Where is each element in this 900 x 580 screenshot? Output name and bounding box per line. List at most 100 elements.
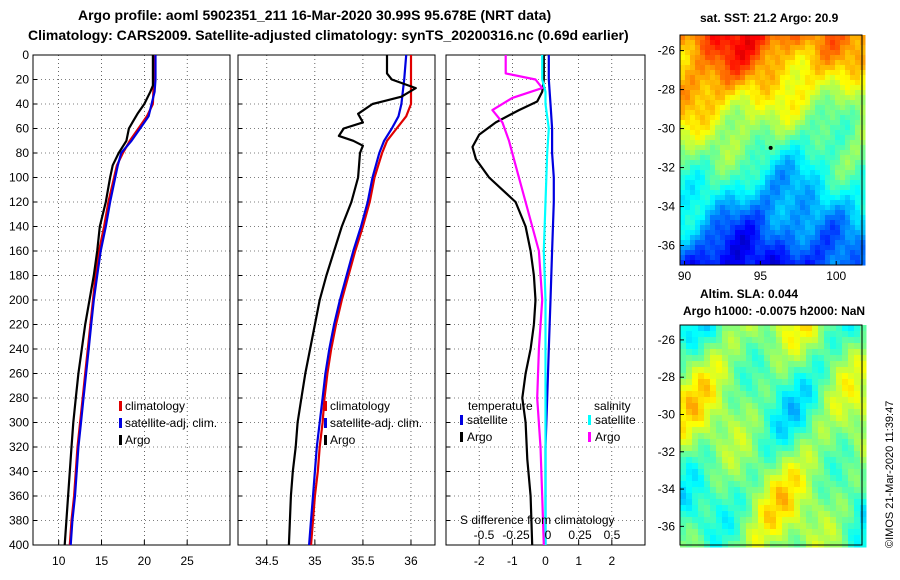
sla-map-cell <box>734 469 741 476</box>
sst-map-cell <box>710 110 716 116</box>
sst-map-cell <box>850 185 856 191</box>
sla-map-cell <box>836 391 843 398</box>
sst-map-cell <box>840 65 846 71</box>
sst-map-cell <box>685 85 691 91</box>
sst-map-cell <box>830 185 836 191</box>
sla-map-cell <box>704 499 711 506</box>
sst-map-cell <box>755 240 761 246</box>
sla-map-cell <box>782 325 789 332</box>
sst-map-cell <box>800 85 806 91</box>
sla-map-cell <box>824 463 831 470</box>
sst-map-cell <box>770 60 776 66</box>
sst-map-cell <box>855 95 861 101</box>
sla-map-cell <box>776 439 783 446</box>
sst-map-cell <box>735 85 741 91</box>
sst-map-cell <box>795 195 801 201</box>
sla-map-cell <box>734 535 741 542</box>
legend-label: climatology <box>125 399 185 413</box>
sst-map-cell <box>805 215 811 221</box>
sst-map-cell <box>720 125 726 131</box>
sst-map-cell <box>680 235 686 241</box>
sst-map-cell <box>805 40 811 46</box>
sst-map-cell <box>750 170 756 176</box>
sst-map-cell <box>820 235 826 241</box>
sst-map-cell <box>830 80 836 86</box>
sla-map-cell <box>854 421 861 428</box>
sla-map-cell <box>752 361 759 368</box>
sst-map-cell <box>715 185 721 191</box>
sla-map-cell <box>836 487 843 494</box>
sst-map-cell <box>705 50 711 56</box>
sst-map-cell <box>855 250 861 256</box>
sst-map-cell <box>850 90 856 96</box>
sla-map-cell <box>824 337 831 344</box>
sst-map-cell <box>695 55 701 61</box>
sla-map-cell <box>698 403 705 410</box>
sst-map-cell <box>790 200 796 206</box>
sst-map-cell <box>750 140 756 146</box>
sst-map-cell <box>790 255 796 261</box>
sst-map-cell <box>710 120 716 126</box>
sla-map-cell <box>770 469 777 476</box>
sst-map-cell <box>815 260 821 266</box>
sst-map-cell <box>785 125 791 131</box>
sst-map-cell <box>830 105 836 111</box>
x-tick-label: -1 <box>507 554 518 568</box>
sla-map-cell <box>764 397 771 404</box>
sst-map-cell <box>855 170 861 176</box>
sst-map-cell <box>720 245 726 251</box>
sst-map-cell <box>690 45 696 51</box>
sst-map-cell <box>790 225 796 231</box>
sst-map-cell <box>765 55 771 61</box>
sst-map-cell <box>765 145 771 151</box>
sst-map-cell <box>850 115 856 121</box>
sla-map-cell <box>830 415 837 422</box>
sst-map-cell <box>750 105 756 111</box>
sst-map-cell <box>750 80 756 86</box>
sla-map-cell <box>824 481 831 488</box>
sla-map-cell <box>854 355 861 362</box>
sla-map-cell <box>752 391 759 398</box>
sst-map-cell <box>740 175 746 181</box>
sst-map-cell <box>840 50 846 56</box>
sst-map-cell <box>710 230 716 236</box>
sst-map-cell <box>850 100 856 106</box>
sst-map-cell <box>715 140 721 146</box>
sst-map-cell <box>785 105 791 111</box>
sst-map-cell <box>730 185 736 191</box>
sla-map-cell <box>782 403 789 410</box>
sla-map-cell <box>770 331 777 338</box>
sst-map-cell <box>805 160 811 166</box>
sst-map-cell <box>725 135 731 141</box>
sla-map-cell <box>710 529 717 536</box>
sla-map-cell <box>692 451 699 458</box>
sla-map-cell <box>830 361 837 368</box>
sst-map-cell <box>710 85 716 91</box>
sla-map-cell <box>770 529 777 536</box>
sst-map-cell <box>700 60 706 66</box>
sst-map-cell <box>760 40 766 46</box>
sst-map-cell <box>835 180 841 186</box>
sst-map-cell <box>720 180 726 186</box>
sst-map-cell <box>805 45 811 51</box>
sst-map-cell <box>855 180 861 186</box>
sst-map-cell <box>725 255 731 261</box>
sla-map-cell <box>722 391 729 398</box>
sla-map-cell <box>680 469 687 476</box>
sla-map-cell <box>830 505 837 512</box>
sst-map-cell <box>855 225 861 231</box>
sla-map-cell <box>824 445 831 452</box>
sla-map-cell <box>818 439 825 446</box>
sla-map-cell <box>764 541 771 548</box>
sla-map-cell <box>692 325 699 332</box>
x-tick-label: 15 <box>95 554 109 568</box>
sla-map-cell <box>680 403 687 410</box>
sla-map-cell <box>794 439 801 446</box>
sla-map-cell <box>716 469 723 476</box>
sst-map-cell <box>850 105 856 111</box>
sla-map-cell <box>740 415 747 422</box>
sst-map-cell <box>805 245 811 251</box>
sst-map-cell <box>820 175 826 181</box>
sst-map-cell <box>755 255 761 261</box>
sst-map-cell <box>740 115 746 121</box>
